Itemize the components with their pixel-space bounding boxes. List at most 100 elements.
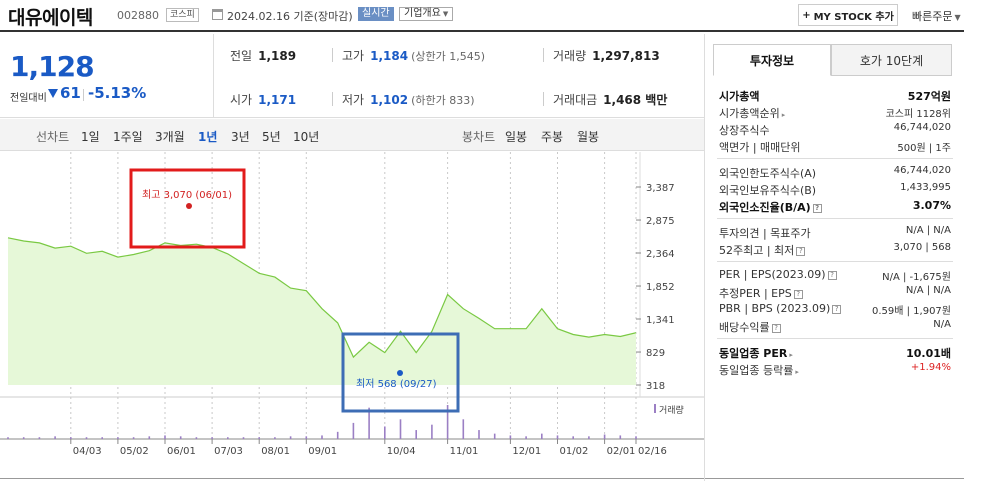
summary-grid: 전일 1,189 고가 1,184 (상한가 1,545) 거래량 1,297,813 … xyxy=(213,34,704,118)
volume-bar xyxy=(211,437,213,439)
y-tick-label: 829 xyxy=(646,348,665,359)
volume-bar xyxy=(227,437,229,439)
volume-bar xyxy=(101,437,103,439)
info-row-label: 배당수익률? xyxy=(719,319,781,335)
tab-5y[interactable]: 5년 xyxy=(262,130,281,144)
info-row-label: 외국인한도주식수(A) xyxy=(719,167,817,180)
price-summary: 1,128 전일대비 61 -5.13% 전일 1,189 고가 1,184 (상한가… xyxy=(0,34,704,118)
x-tick-label: 04/03 xyxy=(73,446,102,457)
realtime-button[interactable]: 실시간 xyxy=(358,7,394,21)
info-row-label: 시가총액순위 ▸ xyxy=(719,107,786,120)
volume-bar xyxy=(274,437,276,439)
info-row: PBR | BPS (2023.09)? 0.59배 | 1,907원 xyxy=(717,300,953,317)
x-tick-label: 05/02 xyxy=(120,446,149,457)
prev-close-label: 전일 xyxy=(230,49,253,63)
x-tick-label: 12/01 xyxy=(512,446,541,457)
x-tick-label: 02/16 xyxy=(638,446,667,457)
info-table: 시가총액 527억원 시가총액순위 ▸ 코스피 1128위 상장주식수 46,744,020… xyxy=(717,86,953,377)
quick-order-label: 빠른주문 xyxy=(912,10,953,23)
company-overview-dropdown[interactable]: 기업개요 ▼ xyxy=(399,7,454,21)
divider xyxy=(717,218,953,219)
line-chart-label: 선차트 xyxy=(36,130,70,144)
open-price-label: 시가 xyxy=(230,93,253,107)
info-row-label: 외국인소진율(B/A)? xyxy=(719,199,822,215)
volume-bar xyxy=(462,419,465,439)
y-tick-label: 3,387 xyxy=(646,183,675,194)
volume-bar xyxy=(7,437,9,439)
tab-3m[interactable]: 3개월 xyxy=(155,130,185,144)
info-row-value: 3.07% xyxy=(912,199,951,212)
info-row-value: N/A | N/A xyxy=(905,225,951,236)
volume-bar xyxy=(352,422,355,439)
info-row: 외국인소진율(B/A)? 3.07% xyxy=(717,197,953,214)
low-highlight-box xyxy=(341,332,460,413)
divider xyxy=(83,89,84,101)
volume-bar xyxy=(588,436,590,439)
divider xyxy=(717,158,953,159)
volume-bar xyxy=(321,435,323,439)
volume-bar xyxy=(399,419,402,439)
info-row: 액면가 | 매매단위 500원 | 1주 xyxy=(717,137,953,154)
volume-bar xyxy=(619,435,622,439)
volume-bar xyxy=(242,437,245,439)
info-icon[interactable]: ? xyxy=(832,304,842,314)
add-mystock-label: MY STOCK 추가 xyxy=(813,11,894,23)
info-row-value: 46,744,020 xyxy=(893,122,951,133)
volume-bar xyxy=(572,436,574,439)
x-tick-label: 01/02 xyxy=(560,446,589,457)
info-row-value: N/A xyxy=(933,319,951,330)
tab-1w[interactable]: 1주일 xyxy=(113,130,143,144)
volume-bar xyxy=(164,435,166,439)
quick-order-button[interactable]: 빠른주문 ▼ xyxy=(912,8,961,24)
price-chart: 3,387 2,875 2,364 1,852 1,341 829 318 거래량 02/1… xyxy=(0,152,704,462)
info-row-label: 외국인보유주식수(B) xyxy=(719,184,817,197)
volume-bar xyxy=(525,436,527,439)
info-row-label: 52주최고 | 최저? xyxy=(719,242,806,258)
info-row-label: 추정PER | EPS? xyxy=(719,285,803,301)
stock-code: 002880 xyxy=(117,9,159,22)
open-price-value: 1,171 xyxy=(258,93,297,107)
stock-header: 대유에이텍 002880 코스피 2024.02.16 기준(장마감) 실시간 … xyxy=(0,0,964,32)
volume-value: 1,297,813 xyxy=(592,49,660,63)
info-icon[interactable]: ? xyxy=(771,323,781,333)
trade-amount-label: 거래대금 xyxy=(553,93,598,107)
info-row: 배당수익률? N/A xyxy=(717,317,953,334)
info-row-value: +1.94% xyxy=(910,362,951,373)
volume-bar xyxy=(635,436,637,439)
add-mystock-button[interactable]: + MY STOCK 추가 xyxy=(798,4,898,26)
low-annotation: 최저 568 (09/27) xyxy=(356,378,437,390)
tab-1d[interactable]: 1일 xyxy=(81,130,100,144)
tab-10y[interactable]: 10년 xyxy=(293,130,320,144)
tab-daily[interactable]: 일봉 xyxy=(505,130,528,144)
chevron-down-icon: ▼ xyxy=(954,13,961,22)
tab-order-book[interactable]: 호가 10단계 xyxy=(831,44,952,76)
info-row-value: 46,744,020 xyxy=(893,165,951,176)
tab-investment-info[interactable]: 투자정보 xyxy=(713,44,831,76)
chevron-down-icon: ▼ xyxy=(442,10,449,18)
x-tick-label: 09/01 xyxy=(308,446,337,457)
info-icon[interactable]: ? xyxy=(827,270,837,280)
high-annotation: 최고 3,070 (06/01) xyxy=(142,189,232,201)
day-low-label: 저가 xyxy=(342,93,365,107)
info-icon[interactable]: ? xyxy=(793,289,803,299)
volume-bar xyxy=(556,435,559,439)
info-row-value: 500원 | 1주 xyxy=(897,143,951,154)
volume-bar xyxy=(258,437,260,439)
info-row: PER | EPS(2023.09)? N/A | -1,675원 xyxy=(717,266,953,283)
volume-bar xyxy=(148,436,151,439)
chevron-right-icon[interactable]: ▸ xyxy=(795,368,799,376)
chevron-right-icon[interactable]: ▸ xyxy=(781,111,786,119)
trade-amount: 거래대금 1,468 백만 xyxy=(553,91,667,108)
info-row-label: 동일업종 등락률 ▸ xyxy=(719,364,799,377)
info-icon[interactable]: ? xyxy=(796,246,806,256)
info-icon[interactable]: ? xyxy=(812,203,822,213)
high-marker xyxy=(186,203,192,209)
tab-monthly[interactable]: 월봉 xyxy=(577,130,600,144)
price-line xyxy=(7,237,637,359)
chevron-right-icon[interactable]: ▸ xyxy=(789,351,793,359)
tab-1y[interactable]: 1년 xyxy=(198,130,218,144)
tab-3y[interactable]: 3년 xyxy=(231,130,250,144)
volume-bar xyxy=(603,434,606,439)
tab-weekly[interactable]: 주봉 xyxy=(541,130,564,144)
